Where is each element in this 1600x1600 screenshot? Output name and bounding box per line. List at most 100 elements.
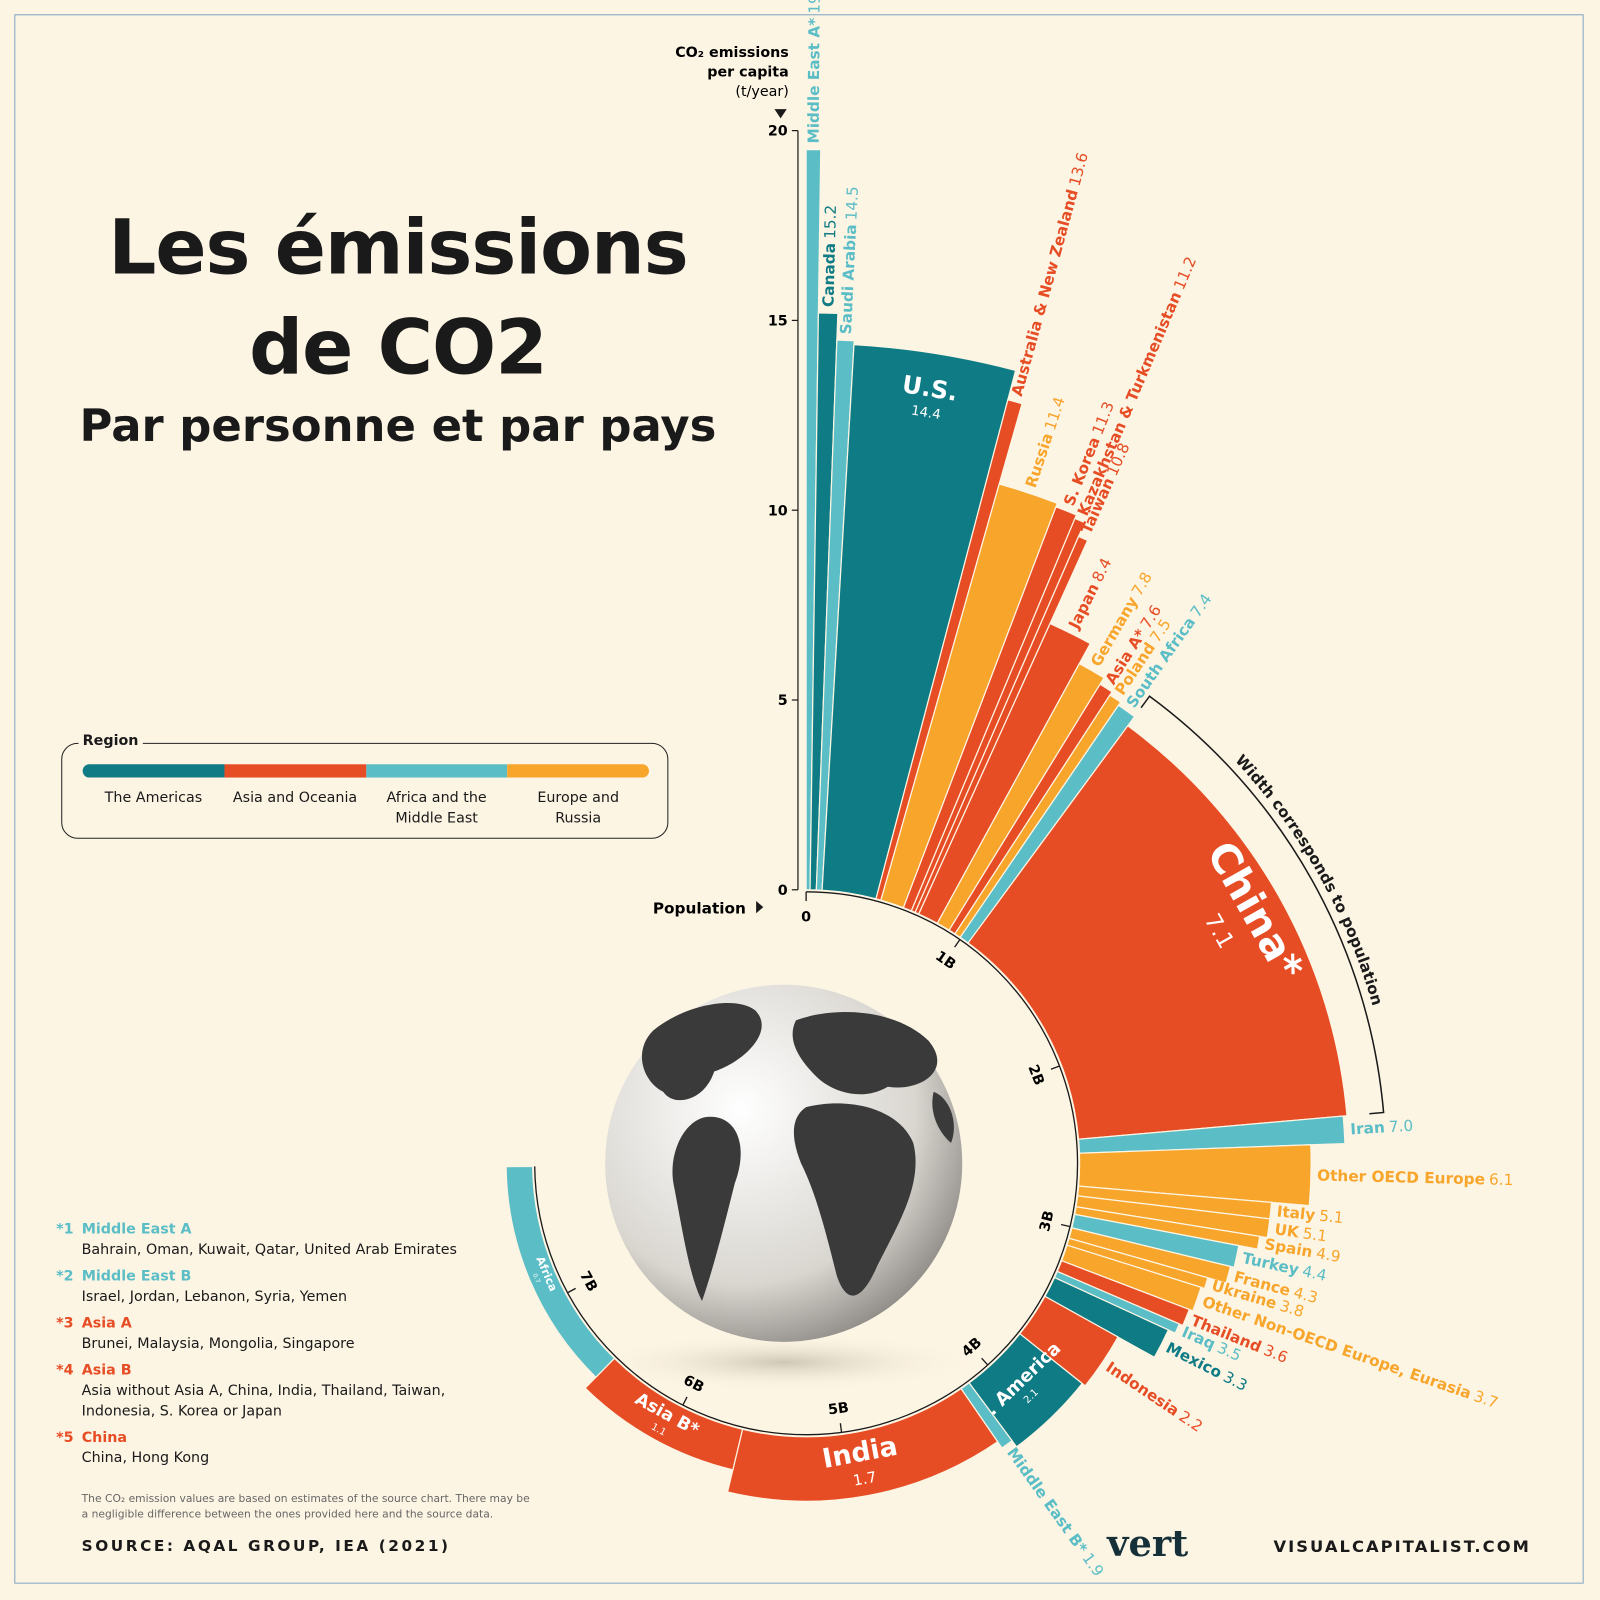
bar-label-value: 14.5 [842,186,862,221]
footnote-head: *1 Middle East A [56,1219,464,1239]
bar [1060,1244,1202,1312]
footnote-head: *3 Asia A [56,1313,464,1333]
bar-label: Saudi Arabia 14.5 [837,186,862,335]
footnote: *3 Asia A Brunei, Malaysia, Mongolia, Sing… [56,1313,464,1354]
footnote-marker: *2 [56,1268,74,1285]
footnote-text: Asia without Asia A, China, India, Thail… [81,1382,446,1420]
continent [792,1012,938,1095]
footnote-title: Asia A [81,1315,132,1332]
bar [936,662,1105,932]
bar [917,622,1092,925]
x-tick [1050,1065,1060,1070]
bar-label-name: Russia [1022,431,1057,490]
bar-label-value: 13.6 [1066,151,1092,189]
source: SOURCE: AQAL GROUP, IEA (2021) [81,1536,451,1556]
bar-label-value: 3.7 [1471,1387,1500,1412]
bar [821,343,1017,900]
x-axis [534,891,1079,1436]
bar-label-value: 8.4 [1088,555,1115,585]
disclaimer: The CO₂ emission values are based on est… [81,1492,530,1521]
bar [809,312,839,891]
x-tick-label: 0 [801,909,811,925]
footnote-marker: *3 [56,1315,74,1332]
footnote-head: *4 Asia B [56,1360,464,1380]
globe-shadow [589,1333,978,1391]
x-tick [954,939,961,948]
footnote-marker: *4 [56,1362,74,1379]
bar-label: Indonesia2.2 [1103,1358,1206,1436]
bar [948,683,1113,935]
bar-label-name: Australia & New Zealand [1008,187,1082,398]
site-name: VISUALCAPITALIST.COM [1273,1536,1531,1557]
legend-swatch [82,764,225,778]
legend-swatch [365,764,508,778]
footnote-head: *5 China [56,1428,464,1448]
axis-arrow [774,109,787,119]
bar-label: Russia11.4 [1022,395,1069,490]
bar [1074,1206,1261,1250]
continent [672,1116,741,1302]
x-tick [981,1357,989,1366]
bar-label: Iran 7.0 [1350,1117,1414,1139]
bar [1053,1270,1181,1334]
bar [726,1387,999,1502]
legend-title: Region [78,732,143,749]
bar-label-value: 1.9 [1079,1550,1108,1580]
bar-label-value: 6.1 [1489,1171,1514,1190]
bar-label-value: 7.4 [1187,591,1216,621]
title: Les émissions [108,204,688,292]
bar-label-value: 5.1 [1302,1224,1329,1245]
bar-label-value: 11.4 [1041,395,1069,433]
bar [954,694,1122,939]
bar-label-value: 4.9 [1315,1244,1342,1266]
bar-label-value: 19.5 [806,0,824,14]
continent [641,1003,762,1101]
y-tick-label: 15 [768,314,788,330]
bar [902,506,1078,912]
legend: Region The Americas Asia and Oceania Afric… [61,732,669,839]
bar [880,483,1059,909]
bar-label: Middle East A* 19.5 [805,0,824,144]
footnote: *4 Asia B Asia without Asia A, China, Indi… [56,1360,464,1421]
bar [1056,1259,1191,1327]
annotation-bracket [1140,695,1385,1115]
bar-label-name: Kazakhstan & Turkmenistan [1074,289,1185,518]
bar [967,724,1348,1140]
footnote-title: Middle East A [81,1221,192,1238]
bar-label-value: 1.7 [852,1469,878,1490]
footnote-text: China, Hong Kong [81,1449,210,1467]
y-tick-label: 5 [778,693,788,709]
bar-label: Italy 5.1 [1276,1202,1344,1227]
y-tick-label: 20 [768,124,788,140]
x-tick-label: 1B [932,948,958,973]
footnotes: *1 Middle East A Bahrain, Oman, Kuwait, Qa… [56,1219,464,1474]
globe [589,984,978,1391]
legend-swatch [507,764,649,778]
y-tick-label: 10 [768,503,788,519]
bar-label-value: 7.8 [1128,569,1156,599]
title: de CO2 [249,304,548,392]
bar [805,148,822,891]
bar-label-value: 14.4 [910,404,942,423]
footnote-marker: *1 [56,1221,74,1238]
footnote-title: Middle East B [81,1268,192,1285]
footnote-marker: *5 [56,1429,74,1446]
legend-item: The Americas [82,764,225,828]
legend-swatch [224,764,366,778]
bar [584,1357,744,1471]
bar [875,399,1023,901]
legend-items: The Americas Asia and Oceania Africa and t… [82,764,649,828]
bar-label: Kazakhstan & Turkmenistan11.2 [1074,254,1200,518]
bar [505,1165,616,1379]
x-tick [839,1423,843,1433]
subtitle: Par personne et par pays [79,399,717,453]
bar-label-value: 0.7 [531,1273,541,1285]
bar-label-name: Canada [819,243,839,307]
bar [1019,1295,1119,1387]
bar-label-value: 3.3 [1220,1368,1250,1395]
bar-label-value: 7.0 [1388,1117,1413,1136]
axis-arrow [756,901,764,914]
bar-label-name: Iran [1350,1118,1386,1138]
